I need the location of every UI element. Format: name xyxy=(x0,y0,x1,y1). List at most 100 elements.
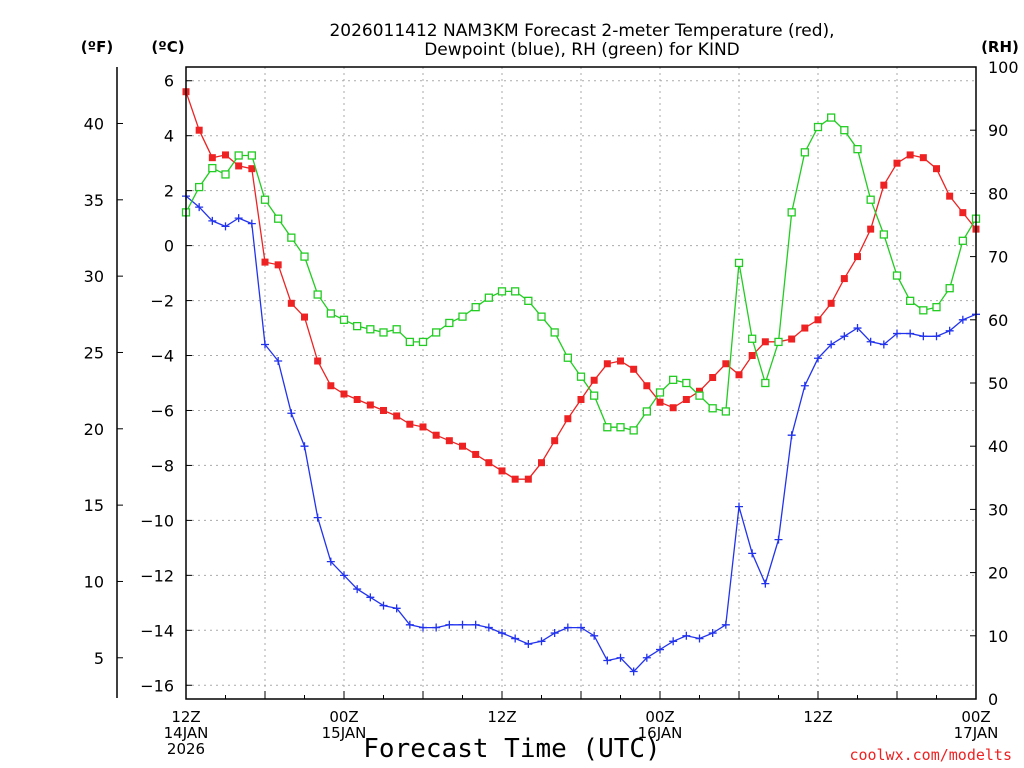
series-dewpoint xyxy=(182,192,980,676)
dewpoint-point xyxy=(853,324,862,333)
rh-point xyxy=(721,407,730,416)
rh-point xyxy=(537,312,546,321)
dewpoint-point xyxy=(274,357,283,366)
dewpoint-point xyxy=(563,623,572,632)
temperature-point xyxy=(498,467,506,475)
fahrenheit-tick-label: 40 xyxy=(84,114,104,133)
rh-point xyxy=(366,325,375,334)
rh-tick-label: 70 xyxy=(988,248,1008,267)
rh-point xyxy=(616,423,625,432)
temperature-point xyxy=(722,360,730,368)
x-axis-title: Forecast Time (UTC) xyxy=(363,734,660,764)
dewpoint-point xyxy=(471,620,480,629)
dewpoint-point xyxy=(208,216,217,225)
temperature-point xyxy=(854,253,861,261)
celsius-tick-label: −10 xyxy=(140,511,174,530)
time-tick-label: 00Z xyxy=(329,708,358,726)
fahrenheit-tick-label: 5 xyxy=(94,649,104,668)
temperature-point xyxy=(445,437,453,445)
rh-point xyxy=(590,391,599,400)
time-tick-label: 12Z xyxy=(803,708,832,726)
dewpoint-point xyxy=(761,579,770,588)
dewpoint-point xyxy=(879,340,888,349)
temperature-point xyxy=(524,475,532,483)
temperature-point xyxy=(630,365,638,373)
rh-point xyxy=(392,325,401,334)
dewpoint-point xyxy=(866,337,875,346)
dewpoint-point xyxy=(484,623,493,632)
rh-point xyxy=(432,328,441,337)
fahrenheit-tick-label: 25 xyxy=(84,343,104,362)
rh-point xyxy=(629,426,638,435)
celsius-unit-label: (ºC) xyxy=(151,38,184,56)
temperature-point xyxy=(274,261,282,269)
rh-point xyxy=(919,306,928,315)
temperature-point xyxy=(933,165,940,173)
time-tick-label: 12Z xyxy=(171,708,200,726)
rh-point xyxy=(800,148,809,157)
rh-point xyxy=(458,312,467,321)
temperature-point xyxy=(340,390,348,398)
temperature-point xyxy=(353,395,361,403)
dewpoint-point xyxy=(577,623,585,632)
temperature-point xyxy=(840,275,848,283)
celsius-tick-label: −12 xyxy=(140,566,174,585)
dewpoint-point xyxy=(893,329,901,338)
rh-point xyxy=(695,391,704,400)
time-tick-label: 16JAN xyxy=(638,724,683,742)
dewpoint-point xyxy=(379,601,388,610)
rh-point xyxy=(774,337,783,347)
plot-frame xyxy=(185,66,977,700)
temperature-point xyxy=(472,450,480,458)
celsius-tick-label: −6 xyxy=(150,401,174,420)
temperature-point xyxy=(511,475,519,483)
dewpoint-point xyxy=(234,214,243,223)
rh-point xyxy=(576,372,586,381)
dewpoint-point xyxy=(735,502,743,511)
rh-point xyxy=(511,287,520,296)
temperature-point xyxy=(208,154,216,162)
dewpoint-point xyxy=(656,645,664,654)
rh-point xyxy=(379,328,388,337)
rh-point xyxy=(748,334,757,343)
rh-point xyxy=(484,293,493,302)
dewpoint-point xyxy=(511,634,520,643)
rh-point xyxy=(669,375,678,384)
dewpoint-point xyxy=(800,381,809,390)
rh-point xyxy=(497,287,507,296)
dewpoint-point xyxy=(787,431,796,440)
dewpoint-point xyxy=(590,631,599,640)
temperature-point xyxy=(946,192,954,200)
temperature-point xyxy=(919,154,927,162)
rh-point xyxy=(813,122,823,132)
dewpoint-point xyxy=(432,623,441,632)
temperature-point xyxy=(195,126,203,134)
rh-point xyxy=(563,353,572,362)
temperature-point xyxy=(406,420,414,428)
fahrenheit-tick-label: 15 xyxy=(84,496,104,515)
rh-point xyxy=(221,170,230,179)
temperature-point xyxy=(590,376,598,384)
temperature-point xyxy=(551,437,559,445)
dewpoint-point xyxy=(629,667,638,676)
rh-point xyxy=(906,296,915,305)
dewpoint-point xyxy=(300,442,309,451)
rh-point xyxy=(418,337,428,347)
temperature-point xyxy=(617,357,624,365)
celsius-tick-label: −14 xyxy=(140,621,174,640)
dewpoint-point xyxy=(603,656,612,665)
rh-point xyxy=(761,378,770,388)
temperature-point xyxy=(235,162,243,170)
dewpoint-point xyxy=(827,340,836,349)
dewpoint-point xyxy=(945,326,954,335)
rh-point xyxy=(708,404,717,413)
dewpoint-point xyxy=(550,629,559,638)
rh-tick-label: 80 xyxy=(988,184,1008,203)
rh-point xyxy=(550,328,559,337)
rh-tick-label: 60 xyxy=(988,311,1008,330)
celsius-tick-label: 2 xyxy=(164,182,174,201)
rh-point xyxy=(353,321,362,331)
temperature-point xyxy=(682,395,690,403)
